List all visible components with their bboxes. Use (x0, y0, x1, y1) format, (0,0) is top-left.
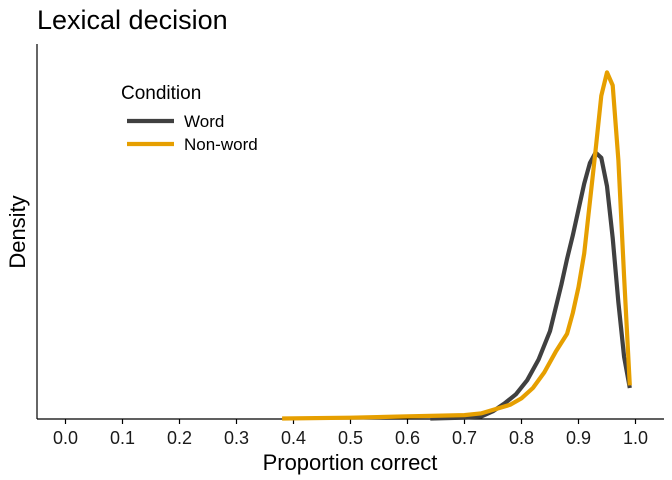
x-tick-label: 0.4 (281, 428, 306, 448)
x-tick-label: 0.1 (110, 428, 135, 448)
chart-title: Lexical decision (37, 5, 228, 35)
x-tick-label: 0.3 (224, 428, 249, 448)
legend: Condition Word Non-word (121, 83, 258, 154)
x-tick-label: 0.6 (395, 428, 420, 448)
x-tick-label: 0.0 (53, 428, 78, 448)
x-axis-ticks: 0.0 0.1 0.2 0.3 0.4 0.5 0.6 0.7 0.8 0.9 1.0 (53, 419, 648, 448)
series-line-non-word (282, 70, 632, 421)
x-tick-label: 0.7 (452, 428, 477, 448)
y-axis-title: Density (5, 195, 30, 268)
x-tick-label: 0.8 (509, 428, 534, 448)
legend-title: Condition (121, 83, 201, 104)
x-tick-label: 1.0 (623, 428, 648, 448)
x-tick-label: 0.9 (566, 428, 591, 448)
legend-label: Word (184, 112, 224, 131)
x-tick-label: 0.2 (167, 428, 192, 448)
series-lines (282, 70, 632, 421)
legend-label: Non-word (184, 135, 258, 154)
x-axis-title: Proportion correct (263, 450, 438, 475)
series-line-word (430, 150, 632, 421)
x-tick-label: 0.5 (338, 428, 363, 448)
